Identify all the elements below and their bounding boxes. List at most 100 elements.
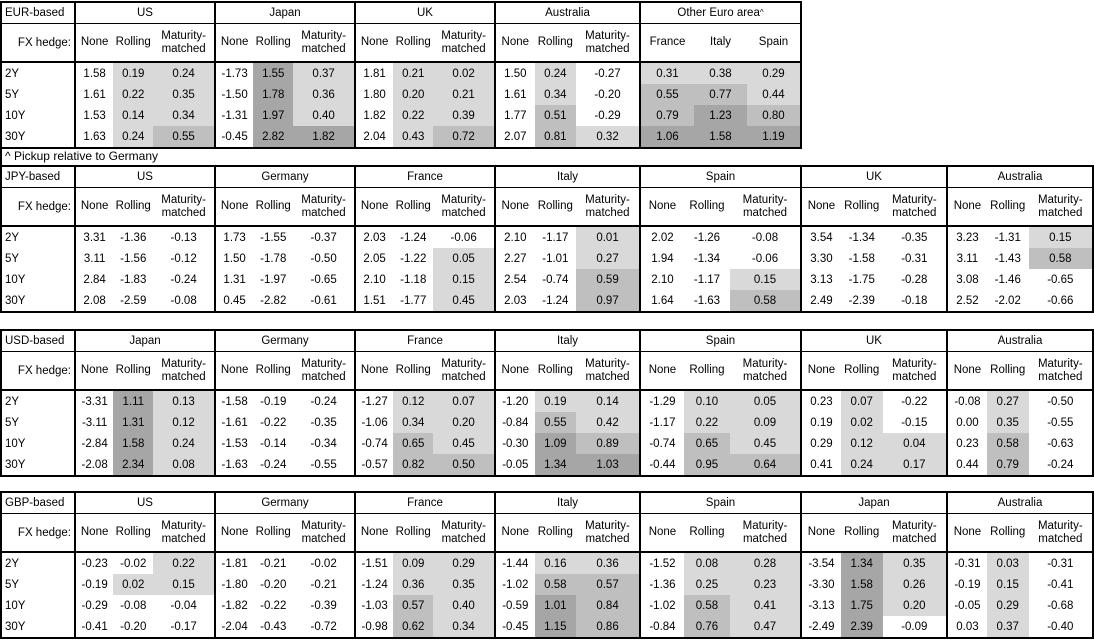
value-cell: 0.55 [641, 84, 694, 105]
fx-hedge-option-header: Maturity-matched [441, 30, 486, 55]
value-cell: -1.31 [221, 109, 248, 122]
group-cells: 1.63 0.24 0.55 [74, 126, 214, 147]
value-cell: 0.45 [433, 433, 494, 454]
value-cell: 1.64 [651, 294, 674, 307]
value-cell: -0.24 [170, 273, 197, 286]
value-cell: -0.08 [120, 599, 147, 612]
value-cell: 1.82 [293, 126, 354, 147]
value-cell: 2.34 [113, 454, 154, 475]
fx-hedge-option-header: None [807, 526, 836, 539]
fx-hedge-option-header: Maturity-matched [161, 30, 206, 55]
value-cell: -1.73 [221, 67, 248, 80]
value-cell: 1.09 [534, 433, 577, 454]
group-cells: 3.08 -1.46 -0.65 [946, 269, 1092, 290]
value-cell: 0.58 [986, 433, 1029, 454]
value-cell: 0.26 [882, 574, 946, 595]
group-subheaders: None Rolling Maturity-matched [494, 514, 639, 551]
fx-hedge-option-header: Rolling [689, 526, 725, 539]
fx-hedge-option-header: None [807, 200, 836, 213]
value-cell: -0.04 [170, 599, 197, 612]
value-cell: 0.36 [576, 553, 639, 574]
country-header: France [354, 167, 494, 187]
group-cells: -1.24 0.36 0.35 [354, 574, 494, 595]
value-cell: 1.63 [83, 130, 106, 143]
table-row: 30Y -0.41 -0.20 -0.17 -2.04 -0.43 -0.72 -0.98 0.… [2, 616, 1092, 637]
value-cell: -0.84 [502, 416, 529, 429]
group-cells: 2.52 -2.02 -0.66 [946, 290, 1092, 311]
country-header: Japan [74, 331, 214, 351]
fx-hedge-option-header: Rolling [844, 526, 880, 539]
group-cells: -0.19 0.15 -0.41 [946, 574, 1092, 595]
value-cell: 0.27 [986, 391, 1029, 412]
value-cell: 0.15 [153, 574, 214, 595]
value-cell: 1.80 [363, 88, 386, 101]
value-cell: 1.61 [504, 88, 527, 101]
group-cells: 0.23 0.58 -0.63 [946, 433, 1092, 454]
fx-hedge-option-header: Rolling [395, 364, 431, 377]
value-cell: -0.17 [170, 620, 197, 633]
value-cell: 0.82 [393, 454, 434, 475]
group-cells: -0.74 0.65 0.45 [639, 433, 800, 454]
table-row: 30Y -2.08 2.34 0.08 -1.63 -0.24 -0.55 -0.57 0.82… [2, 454, 1092, 475]
group-cells: 0.19 0.02 -0.15 [800, 412, 946, 433]
value-cell: -0.31 [1047, 557, 1074, 570]
group-cells: -0.29 -0.08 -0.04 [74, 595, 214, 616]
fx-hedge-option-header: Maturity-matched [585, 358, 630, 383]
value-cell: 0.22 [393, 105, 434, 126]
value-cell: 1.51 [363, 294, 386, 307]
value-cell: -0.39 [310, 599, 337, 612]
value-cell: 0.29 [433, 553, 494, 574]
fx-hedge-option-header: Rolling [255, 200, 291, 213]
value-cell: -0.35 [310, 416, 337, 429]
group-cells: 2.27 -1.01 0.27 [494, 248, 639, 269]
value-cell: -0.50 [310, 252, 337, 265]
group-cells: -0.84 0.76 0.47 [639, 616, 800, 637]
value-cell: 3.30 [810, 252, 833, 265]
country-header: US [74, 3, 214, 23]
fx-hedge-label: FX hedge: [17, 364, 71, 377]
fx-hedge-option-header: None [220, 364, 249, 377]
fx-hedge-option-header: None [953, 200, 982, 213]
group-cells: -0.45 1.15 0.86 [494, 616, 639, 637]
group-cells: -1.53 -0.14 -0.34 [214, 433, 354, 454]
value-cell: 1.73 [223, 231, 246, 244]
value-cell: 0.35 [153, 84, 214, 105]
value-cell: 0.01 [576, 227, 639, 248]
value-cell: -1.61 [221, 416, 248, 429]
maturity-row-label: 2Y [5, 67, 20, 80]
value-cell: -0.21 [310, 578, 337, 591]
country-header: Australia [946, 167, 1092, 187]
value-cell: -1.46 [994, 273, 1021, 286]
group-cells: 3.11 -1.43 0.58 [946, 248, 1092, 269]
value-cell: 0.34 [393, 412, 434, 433]
group-subheaders: None Rolling Maturity-matched [800, 352, 946, 389]
value-cell: -0.22 [901, 395, 928, 408]
value-cell: -0.02 [310, 557, 337, 570]
fx-hedge-option-header: None [360, 36, 389, 49]
value-cell: 1.23 [694, 105, 747, 126]
group-cells: 3.11 -1.56 -0.12 [74, 248, 214, 269]
value-cell: 0.15 [730, 269, 800, 290]
value-cell: 0.05 [730, 391, 800, 412]
group-cells: 2.04 0.43 0.72 [354, 126, 494, 147]
value-cell: 1.58 [83, 67, 106, 80]
value-cell: -3.11 [81, 416, 108, 429]
value-cell: 0.35 [433, 574, 494, 595]
table-row: 2Y -3.31 1.11 0.13 -1.58 -0.19 -0.24 -1.27 0.12 0… [2, 391, 1092, 412]
value-cell: -1.78 [260, 252, 287, 265]
value-cell: 0.65 [393, 433, 434, 454]
group-subheaders: None Rolling Maturity-matched [946, 514, 1092, 551]
fx-hedge-option-header: Rolling [537, 200, 573, 213]
group-cells: 0.41 0.24 0.17 [800, 454, 946, 475]
group-cells: 0.29 0.12 0.04 [800, 433, 946, 454]
group-cells: -0.05 0.29 -0.68 [946, 595, 1092, 616]
group-subheaders: None Rolling Maturity-matched [494, 24, 639, 61]
value-cell: 0.34 [153, 105, 214, 126]
value-cell: 1.01 [534, 595, 577, 616]
value-cell: 0.08 [683, 553, 731, 574]
value-cell: -0.40 [1047, 620, 1074, 633]
fx-hedge-option-header: None [953, 526, 982, 539]
value-cell: 1.50 [504, 67, 527, 80]
fx-hedge-option-header: Rolling [990, 200, 1026, 213]
fx-hedge-option-header: Maturity-matched [1037, 520, 1083, 545]
